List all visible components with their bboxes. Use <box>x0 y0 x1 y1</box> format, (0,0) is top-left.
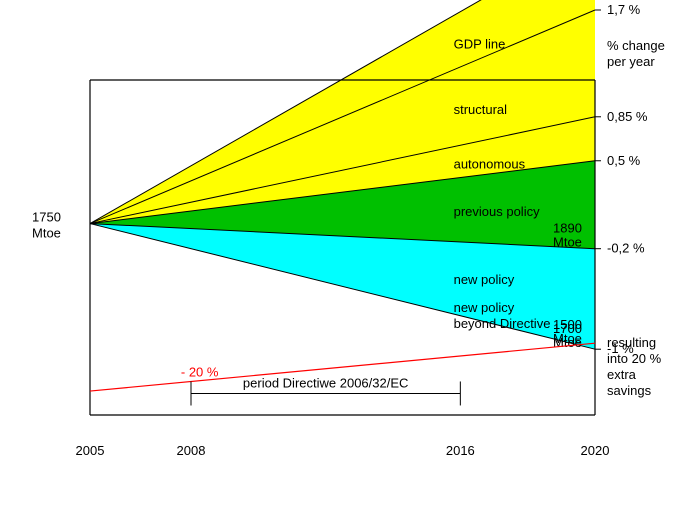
bottom-right-label: resultinginto 20 %extrasavings <box>607 335 662 398</box>
inside-label-autonomous: autonomous <box>454 157 526 172</box>
right-label-autonomous: 0,85 % <box>607 109 648 124</box>
inside-label-structural: structural <box>454 102 508 117</box>
x-tick-2008: 2008 <box>177 443 206 458</box>
right-label-structural: 1,7 % <box>607 2 641 17</box>
inside-label-previous_policy: previous policy <box>454 204 540 219</box>
period-bracket-label: period Directiwe 2006/32/EC <box>243 375 408 390</box>
minus20-label: - 20 % <box>181 364 219 379</box>
x-tick-2005: 2005 <box>76 443 105 458</box>
mtoe-label-new_policy: 1890Mtoe <box>553 221 582 250</box>
right-label-new_policy: -0,2 % <box>607 241 645 256</box>
left-start-label: 1750Mtoe <box>32 210 61 241</box>
inside-label-gdp_line: GDP line <box>454 37 506 52</box>
minus20-end-label: 1500Mtoe <box>553 317 582 346</box>
inside-label-new_policy: new policy <box>454 272 515 287</box>
x-tick-2020: 2020 <box>581 443 610 458</box>
x-tick-2016: 2016 <box>446 443 475 458</box>
top-right-label: % changeper year <box>607 38 665 69</box>
right-label-previous_policy: 0,5 % <box>607 153 641 168</box>
